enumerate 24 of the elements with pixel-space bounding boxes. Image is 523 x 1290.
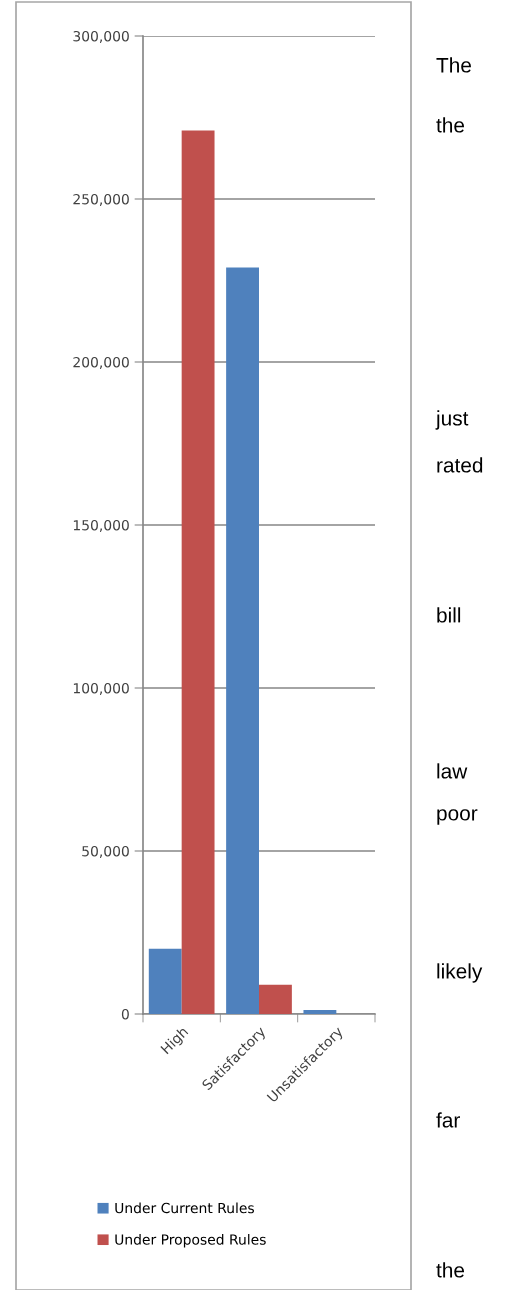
y-tick-label: 200,000 bbox=[73, 356, 129, 369]
text: poor bbox=[437, 809, 478, 825]
text: rated bbox=[437, 457, 483, 473]
text: law bbox=[437, 763, 468, 779]
text: far bbox=[436, 1112, 460, 1128]
text: The bbox=[436, 57, 471, 73]
y-tick-label: 0 bbox=[121, 1008, 129, 1020]
bar bbox=[303, 1010, 337, 1014]
legend-label: Under Proposed Rules bbox=[115, 1234, 266, 1248]
text: bill bbox=[437, 607, 461, 623]
text: the bbox=[436, 117, 465, 133]
bar bbox=[148, 948, 182, 1014]
text: just bbox=[435, 410, 469, 430]
y-tick-label: 50,000 bbox=[82, 845, 129, 858]
text: the bbox=[436, 1262, 465, 1278]
y-tick-label: 100,000 bbox=[73, 682, 129, 695]
y-tick-label: 150,000 bbox=[73, 519, 129, 532]
legend-label: Under Current Rules bbox=[115, 1202, 254, 1214]
y-tick-label: 250,000 bbox=[73, 193, 129, 206]
text: likely bbox=[437, 963, 483, 983]
bar bbox=[259, 984, 292, 1014]
y-tick-label: 300,000 bbox=[73, 30, 129, 43]
bar bbox=[226, 267, 259, 1014]
bar bbox=[181, 130, 215, 1014]
